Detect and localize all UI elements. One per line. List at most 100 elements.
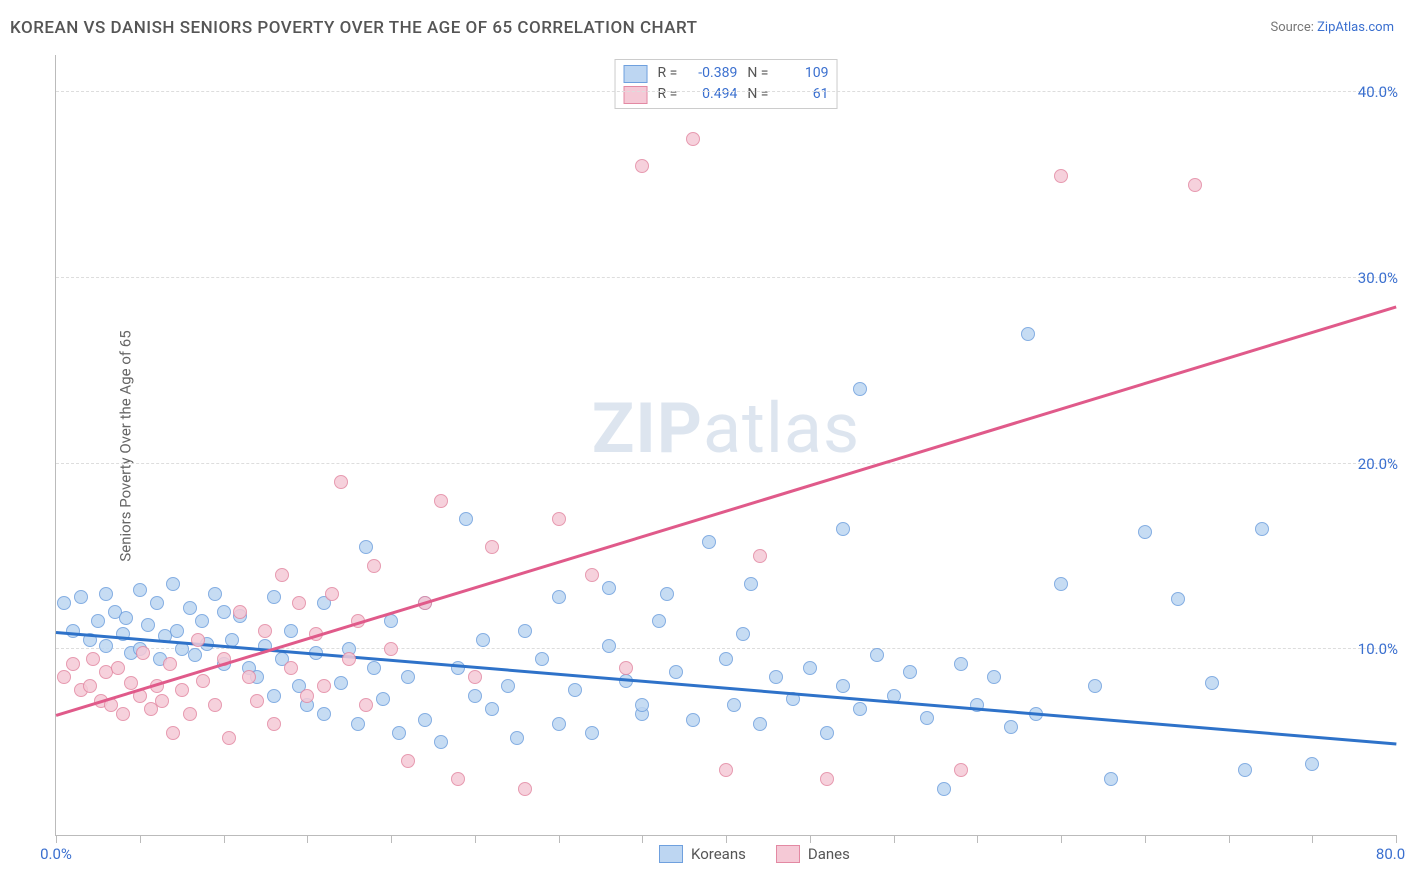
gridline bbox=[56, 463, 1396, 464]
data-point bbox=[392, 726, 406, 740]
watermark: ZIPatlas bbox=[592, 388, 860, 470]
data-point bbox=[183, 707, 197, 721]
chart-title: KOREAN VS DANISH SENIORS POVERTY OVER TH… bbox=[10, 18, 698, 38]
data-point bbox=[86, 652, 100, 666]
data-point bbox=[434, 494, 448, 508]
data-point bbox=[1054, 577, 1068, 591]
data-point bbox=[284, 624, 298, 638]
data-point bbox=[669, 665, 683, 679]
data-point bbox=[552, 717, 566, 731]
data-point bbox=[111, 661, 125, 675]
legend-row: R = -0.389 N = 109 bbox=[624, 63, 829, 84]
data-point bbox=[242, 670, 256, 684]
data-point bbox=[719, 652, 733, 666]
legend-item: Koreans bbox=[659, 845, 746, 863]
data-point bbox=[217, 605, 231, 619]
data-point bbox=[342, 652, 356, 666]
data-point bbox=[208, 587, 222, 601]
data-point bbox=[535, 652, 549, 666]
data-point bbox=[367, 661, 381, 675]
data-point bbox=[166, 726, 180, 740]
data-point bbox=[652, 614, 666, 628]
data-point bbox=[83, 679, 97, 693]
data-point bbox=[468, 670, 482, 684]
data-point bbox=[163, 657, 177, 671]
data-point bbox=[619, 661, 633, 675]
data-point bbox=[820, 726, 834, 740]
data-point bbox=[602, 581, 616, 595]
data-point bbox=[803, 661, 817, 675]
legend-n-label: N = bbox=[747, 63, 768, 84]
x-tick bbox=[475, 835, 476, 843]
data-point bbox=[451, 772, 465, 786]
legend-n-label: N = bbox=[747, 84, 768, 105]
data-point bbox=[602, 639, 616, 653]
data-point bbox=[820, 772, 834, 786]
data-point bbox=[1171, 592, 1185, 606]
x-tick bbox=[810, 835, 811, 843]
legend-swatch bbox=[624, 86, 648, 104]
data-point bbox=[384, 642, 398, 656]
source-prefix: Source: bbox=[1270, 20, 1317, 35]
legend-row: R =0.494N =61 bbox=[624, 84, 829, 105]
legend-swatch bbox=[659, 845, 683, 863]
data-point bbox=[57, 596, 71, 610]
data-point bbox=[1088, 679, 1102, 693]
data-point bbox=[258, 624, 272, 638]
data-point bbox=[141, 618, 155, 632]
data-point bbox=[1255, 522, 1269, 536]
data-point bbox=[635, 698, 649, 712]
x-tick-label: 0.0% bbox=[40, 845, 72, 863]
data-point bbox=[451, 661, 465, 675]
data-point bbox=[183, 601, 197, 615]
data-point bbox=[334, 475, 348, 489]
x-tick bbox=[1229, 835, 1230, 843]
data-point bbox=[119, 611, 133, 625]
gridline bbox=[56, 277, 1396, 278]
data-point bbox=[267, 590, 281, 604]
data-point bbox=[116, 707, 130, 721]
x-tick bbox=[1061, 835, 1062, 843]
data-point bbox=[175, 683, 189, 697]
data-point bbox=[870, 648, 884, 662]
data-point bbox=[191, 633, 205, 647]
y-tick-label: 40.0% bbox=[1358, 83, 1398, 101]
data-point bbox=[853, 702, 867, 716]
data-point bbox=[222, 731, 236, 745]
data-point bbox=[518, 782, 532, 796]
x-tick bbox=[977, 835, 978, 843]
data-point bbox=[753, 549, 767, 563]
source-link[interactable]: ZipAtlas.com bbox=[1317, 20, 1394, 35]
data-point bbox=[359, 698, 373, 712]
x-tick bbox=[56, 835, 57, 843]
data-point bbox=[635, 159, 649, 173]
data-point bbox=[736, 627, 750, 641]
data-point bbox=[485, 540, 499, 554]
data-point bbox=[660, 587, 674, 601]
x-tick bbox=[1396, 835, 1397, 843]
data-point bbox=[585, 726, 599, 740]
data-point bbox=[292, 596, 306, 610]
data-point bbox=[267, 689, 281, 703]
data-point bbox=[317, 707, 331, 721]
x-tick bbox=[894, 835, 895, 843]
x-tick bbox=[642, 835, 643, 843]
data-point bbox=[91, 614, 105, 628]
data-point bbox=[501, 679, 515, 693]
legend-swatch bbox=[624, 65, 648, 83]
data-point bbox=[1305, 757, 1319, 771]
data-point bbox=[1021, 327, 1035, 341]
legend-r-value: -0.389 bbox=[687, 63, 737, 84]
data-point bbox=[434, 735, 448, 749]
legend-r-label: R = bbox=[658, 63, 678, 84]
legend-n-value: 109 bbox=[778, 63, 828, 84]
data-point bbox=[275, 568, 289, 582]
scatter-plot-area: ZIPatlas R =-0.389N =109R =0.494N =61 Ko… bbox=[55, 55, 1396, 836]
data-point bbox=[133, 583, 147, 597]
data-point bbox=[719, 763, 733, 777]
legend-series-name: Danes bbox=[808, 845, 850, 863]
data-point bbox=[552, 512, 566, 526]
data-point bbox=[769, 670, 783, 684]
x-tick bbox=[1312, 835, 1313, 843]
data-point bbox=[325, 587, 339, 601]
